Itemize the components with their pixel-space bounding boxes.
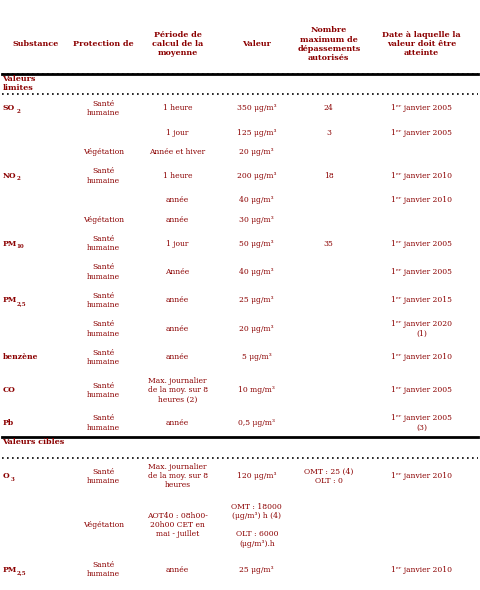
Text: 30 μg/m³: 30 μg/m³ <box>240 216 274 224</box>
Text: Végétation: Végétation <box>83 521 124 529</box>
Text: 1ᵉʳ janvier 2005: 1ᵉʳ janvier 2005 <box>391 386 452 394</box>
Text: 1ᵉʳ janvier 2005: 1ᵉʳ janvier 2005 <box>391 240 452 248</box>
Text: 24: 24 <box>324 104 334 112</box>
Text: Végétation: Végétation <box>83 216 124 224</box>
Text: Santé
humaine: Santé humaine <box>86 100 120 117</box>
Text: 18: 18 <box>324 172 334 180</box>
Text: 2: 2 <box>16 176 20 181</box>
Text: Max. journalier
de la moy. sur 8
heures (2): Max. journalier de la moy. sur 8 heures … <box>147 377 208 404</box>
Text: 1 jour: 1 jour <box>167 240 189 248</box>
Text: Protection de: Protection de <box>73 40 133 48</box>
Text: Max. journalier
de la moy. sur 8
heures: Max. journalier de la moy. sur 8 heures <box>147 463 208 489</box>
Text: Santé
humaine: Santé humaine <box>86 561 120 578</box>
Text: Santé
humaine: Santé humaine <box>86 264 120 281</box>
Text: PM: PM <box>2 297 17 304</box>
Text: Pb: Pb <box>2 419 13 427</box>
Text: année: année <box>166 419 189 427</box>
Text: Santé
humaine: Santé humaine <box>86 235 120 253</box>
Text: Nombre
maximum de
dépassements
autorisés: Nombre maximum de dépassements autorisés <box>297 27 360 62</box>
Text: PM: PM <box>2 240 17 248</box>
Text: année: année <box>166 353 189 361</box>
Text: Valeurs
limites: Valeurs limites <box>2 75 36 92</box>
Text: 10: 10 <box>16 244 24 249</box>
Text: AOT40 : 08h00-
20h00 CET en
mai - juillet: AOT40 : 08h00- 20h00 CET en mai - juille… <box>147 512 208 539</box>
Text: Santé
humaine: Santé humaine <box>86 292 120 309</box>
Text: 2,5: 2,5 <box>16 571 26 575</box>
Text: Santé
humaine: Santé humaine <box>86 414 120 432</box>
Text: 1ᵉʳ janvier 2005: 1ᵉʳ janvier 2005 <box>391 104 452 112</box>
Text: O: O <box>2 472 9 480</box>
Text: 50 μg/m³: 50 μg/m³ <box>240 240 274 248</box>
Text: benzène: benzène <box>2 353 38 361</box>
Text: 40 μg/m³: 40 μg/m³ <box>240 196 274 204</box>
Text: 1ᵉʳ janvier 2005
(3): 1ᵉʳ janvier 2005 (3) <box>391 414 452 432</box>
Text: NO: NO <box>2 172 16 180</box>
Text: 1ᵉʳ janvier 2015: 1ᵉʳ janvier 2015 <box>391 297 452 304</box>
Text: 120 μg/m³: 120 μg/m³ <box>237 472 276 480</box>
Text: 35: 35 <box>324 240 334 248</box>
Text: 1ᵉʳ janvier 2010: 1ᵉʳ janvier 2010 <box>391 196 452 204</box>
Text: 350 μg/m³: 350 μg/m³ <box>237 104 276 112</box>
Text: 1 heure: 1 heure <box>163 172 192 180</box>
Text: 20 μg/m³: 20 μg/m³ <box>240 325 274 333</box>
Text: année: année <box>166 297 189 304</box>
Text: Santé
humaine: Santé humaine <box>86 168 120 185</box>
Text: Année et hiver: Année et hiver <box>150 148 205 156</box>
Text: 1ᵉʳ janvier 2010: 1ᵉʳ janvier 2010 <box>391 472 452 480</box>
Text: 25 μg/m³: 25 μg/m³ <box>240 566 274 574</box>
Text: 1ᵉʳ janvier 2010: 1ᵉʳ janvier 2010 <box>391 172 452 180</box>
Text: Végétation: Végétation <box>83 148 124 156</box>
Text: 1 jour: 1 jour <box>167 129 189 137</box>
Text: 3: 3 <box>326 129 331 137</box>
Text: Santé
humaine: Santé humaine <box>86 382 120 399</box>
Text: OMT : 25 (4)
OLT : 0: OMT : 25 (4) OLT : 0 <box>304 467 353 485</box>
Text: OMT : 18000
(μg/m³) h (4)

OLT : 6000
(μg/m³).h: OMT : 18000 (μg/m³) h (4) OLT : 6000 (μg… <box>231 503 282 548</box>
Text: 2,5: 2,5 <box>16 301 26 306</box>
Text: 200 μg/m³: 200 μg/m³ <box>237 172 276 180</box>
Text: 0,5 μg/m³: 0,5 μg/m³ <box>238 419 276 427</box>
Text: PM: PM <box>2 566 17 574</box>
Text: 25 μg/m³: 25 μg/m³ <box>240 297 274 304</box>
Text: Valeur: Valeur <box>242 40 271 48</box>
Text: SO: SO <box>2 104 15 112</box>
Text: 1ᵉʳ janvier 2020
(1): 1ᵉʳ janvier 2020 (1) <box>391 320 452 337</box>
Text: Valeurs cibles: Valeurs cibles <box>2 438 65 447</box>
Text: 125 μg/m³: 125 μg/m³ <box>237 129 276 137</box>
Text: 5 μg/m³: 5 μg/m³ <box>242 353 272 361</box>
Text: Période de
calcul de la
moyenne: Période de calcul de la moyenne <box>152 31 203 57</box>
Text: année: année <box>166 216 189 224</box>
Text: 1 heure: 1 heure <box>163 104 192 112</box>
Text: 3: 3 <box>11 477 14 481</box>
Text: 1ᵉʳ janvier 2010: 1ᵉʳ janvier 2010 <box>391 566 452 574</box>
Text: année: année <box>166 566 189 574</box>
Text: Santé
humaine: Santé humaine <box>86 467 120 485</box>
Text: 1ᵉʳ janvier 2010: 1ᵉʳ janvier 2010 <box>391 353 452 361</box>
Text: Santé
humaine: Santé humaine <box>86 349 120 366</box>
Text: 40 μg/m³: 40 μg/m³ <box>240 268 274 276</box>
Text: Substance: Substance <box>13 40 59 48</box>
Text: 1ᵉʳ janvier 2005: 1ᵉʳ janvier 2005 <box>391 268 452 276</box>
Text: 10 mg/m³: 10 mg/m³ <box>239 386 275 394</box>
Text: 2: 2 <box>16 109 20 114</box>
Text: Année: Année <box>166 268 190 276</box>
Text: 20 μg/m³: 20 μg/m³ <box>240 148 274 156</box>
Text: année: année <box>166 325 189 333</box>
Text: Date à laquelle la
valeur doit être
atteinte: Date à laquelle la valeur doit être atte… <box>382 31 461 57</box>
Text: CO: CO <box>2 386 15 394</box>
Text: Santé
humaine: Santé humaine <box>86 320 120 337</box>
Text: année: année <box>166 196 189 204</box>
Text: 1ᵉʳ janvier 2005: 1ᵉʳ janvier 2005 <box>391 129 452 137</box>
